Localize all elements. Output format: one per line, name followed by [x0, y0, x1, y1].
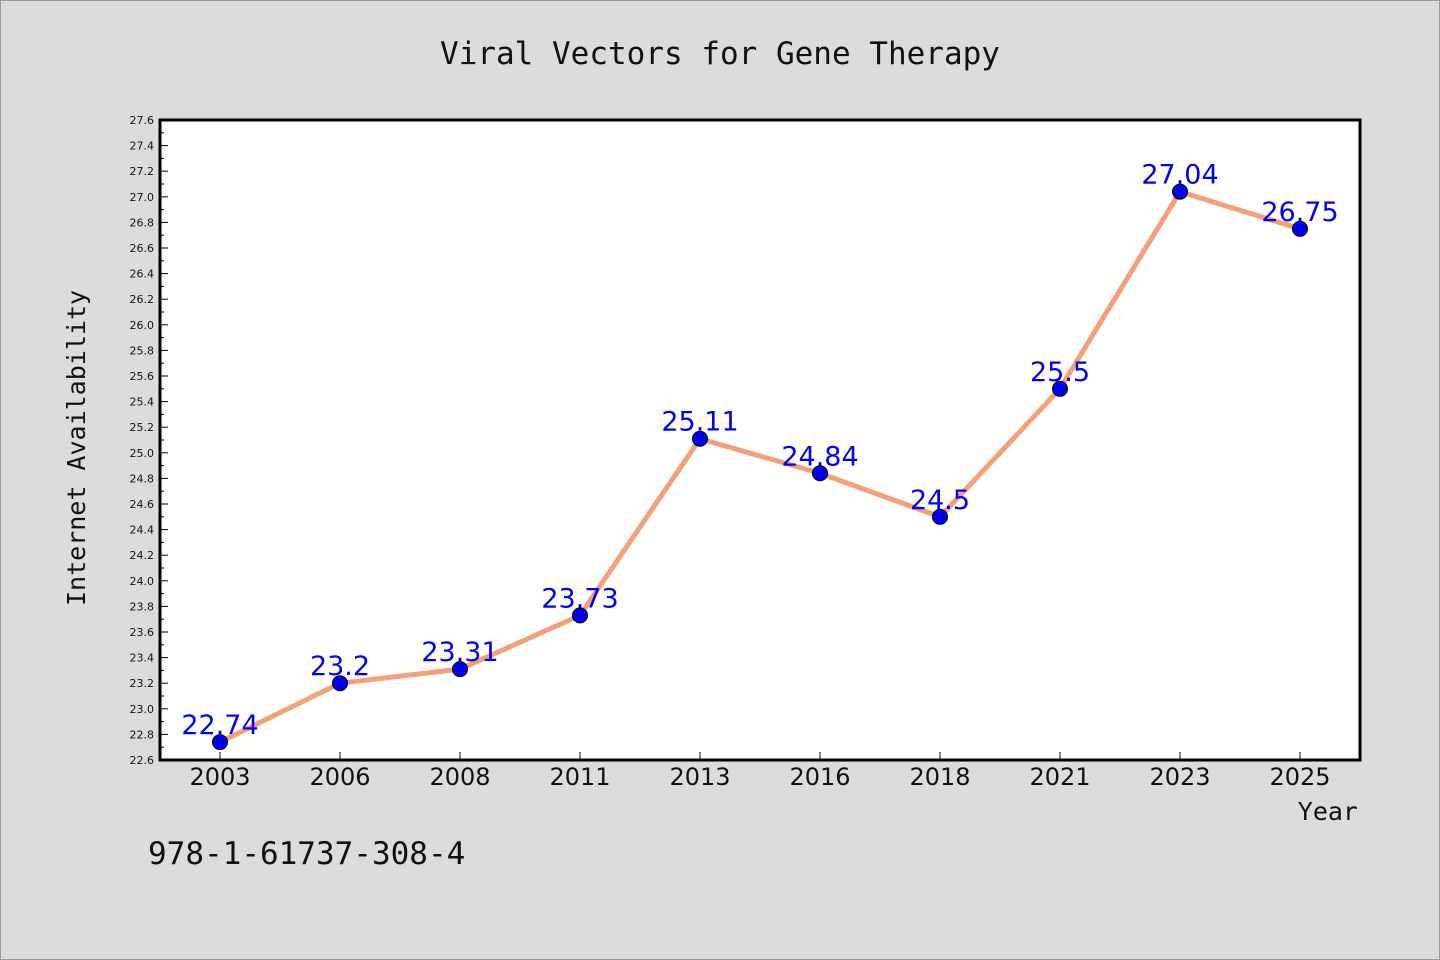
y-tick-label: 26.6: [130, 242, 155, 255]
data-point: [452, 661, 468, 678]
y-tick-label: 25.0: [130, 447, 155, 460]
data-point: [812, 465, 828, 482]
y-tick-label: 25.2: [130, 421, 155, 434]
y-tick-label: 27.2: [130, 165, 155, 178]
y-tick-label: 23.2: [130, 677, 155, 690]
y-tick-label: 22.8: [130, 728, 155, 741]
y-tick-label: 26.2: [130, 293, 155, 306]
y-tick-label: 23.0: [130, 703, 155, 716]
y-tick-label: 24.8: [130, 472, 155, 485]
series-polyline: [218, 189, 1301, 745]
data-point: [332, 675, 348, 692]
x-tick-label: 2011: [549, 763, 610, 791]
data-label: 23.31: [421, 637, 498, 668]
y-tick-label: 26.8: [130, 216, 155, 229]
chart-title: Viral Vectors for Gene Therapy: [440, 36, 1000, 72]
x-tick-label: 2016: [789, 763, 850, 791]
x-tick-label: 2025: [1269, 763, 1330, 791]
data-labels: 22.74 23.2 23.31 23.73 25.11 24.84 24.5 25.5 27.…: [181, 160, 1338, 741]
y-tick-label: 27.0: [130, 191, 155, 204]
x-tick-label: 2023: [1149, 763, 1210, 791]
data-point: [212, 734, 228, 751]
data-label: 25.11: [661, 407, 738, 438]
data-label: 23.2: [310, 651, 370, 682]
x-axis-label: Year: [1298, 797, 1358, 826]
y-axis-label: Internet Availability: [62, 290, 91, 606]
y-tick-label: 26.0: [130, 319, 155, 332]
data-label: 22.74: [181, 710, 258, 741]
x-tick-label: 2013: [669, 763, 730, 791]
y-tick-label: 25.8: [130, 344, 155, 357]
y-tick-label: 22.6: [130, 754, 155, 767]
data-point: [1172, 183, 1188, 200]
y-tick-label: 24.6: [130, 498, 155, 511]
y-tick-label: 27.6: [130, 114, 155, 127]
x-tick-label: 2006: [309, 763, 370, 791]
x-tick-label: 2021: [1029, 763, 1090, 791]
series-line: [212, 183, 1308, 751]
y-tick-label: 24.0: [130, 575, 155, 588]
data-point: [932, 508, 948, 525]
y-tick-label: 24.2: [130, 549, 155, 562]
y-tick-label: 25.6: [130, 370, 155, 383]
y-tick-label: 23.6: [130, 626, 155, 639]
x-tick-label: 2003: [189, 763, 250, 791]
y-tick-label: 23.8: [130, 600, 155, 613]
y-tick-label: 26.4: [130, 268, 155, 281]
data-label: 23.73: [541, 583, 618, 614]
data-label: 24.84: [781, 441, 858, 472]
data-point: [572, 607, 588, 624]
data-point: [1292, 220, 1308, 237]
x-tick-label: 2008: [429, 763, 490, 791]
y-axis: 22.6 22.8 23.0 23.2 23.4 23.6 23.8 24.0 24.2 24.4…: [130, 114, 168, 767]
data-label: 25.5: [1030, 357, 1090, 388]
x-axis: 2003 2006 2008 2011 2013 2016 2018 2021 2023 2025: [189, 752, 1331, 791]
y-tick-label: 27.4: [130, 140, 155, 153]
data-point: [692, 430, 708, 447]
y-tick-label: 24.4: [130, 524, 155, 537]
data-label: 26.75: [1261, 197, 1338, 228]
x-tick-label: 2018: [909, 763, 970, 791]
data-label: 27.04: [1141, 160, 1218, 191]
y-tick-label: 25.4: [130, 396, 155, 409]
y-tick-label: 23.4: [130, 652, 155, 665]
data-label: 24.5: [910, 485, 970, 516]
data-point: [1052, 380, 1068, 397]
isbn-text: 978-1-61737-308-4: [148, 836, 465, 872]
